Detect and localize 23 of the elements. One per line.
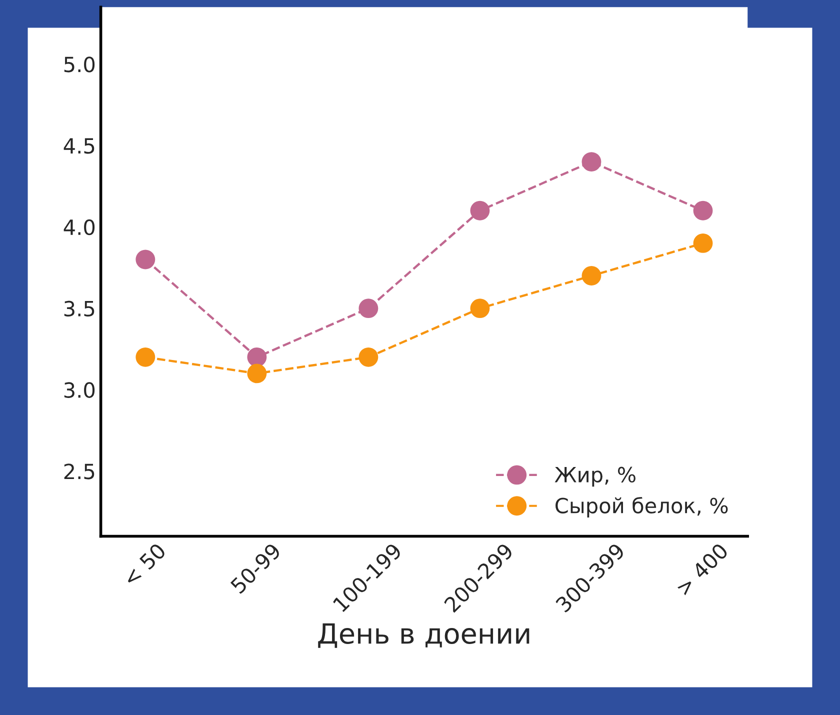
y-tick-label: 3.0 [64, 382, 95, 398]
point [247, 347, 267, 367]
legend-label: Жир, % [554, 466, 636, 487]
point [693, 200, 713, 220]
point [693, 233, 713, 253]
point [247, 364, 267, 384]
y-tick-label: 4.0 [64, 219, 95, 236]
point [470, 298, 490, 318]
point [582, 266, 602, 286]
y-tick-label: 3.5 [64, 300, 94, 317]
x-axis-title: День в доении [318, 623, 530, 648]
y-tick-label: 4.5 [64, 138, 94, 154]
point [582, 152, 602, 172]
point [358, 298, 378, 318]
y-tick-label: 2.5 [64, 464, 94, 480]
y-tick-label: 5.0 [64, 56, 95, 72]
x-tick-label: < 50 [122, 542, 167, 587]
point [136, 250, 156, 270]
x-tick-label: > 400 [675, 542, 729, 596]
point [358, 347, 378, 367]
point [136, 347, 156, 367]
legend-label: Сырой белок, % [556, 496, 728, 518]
point [470, 200, 490, 220]
